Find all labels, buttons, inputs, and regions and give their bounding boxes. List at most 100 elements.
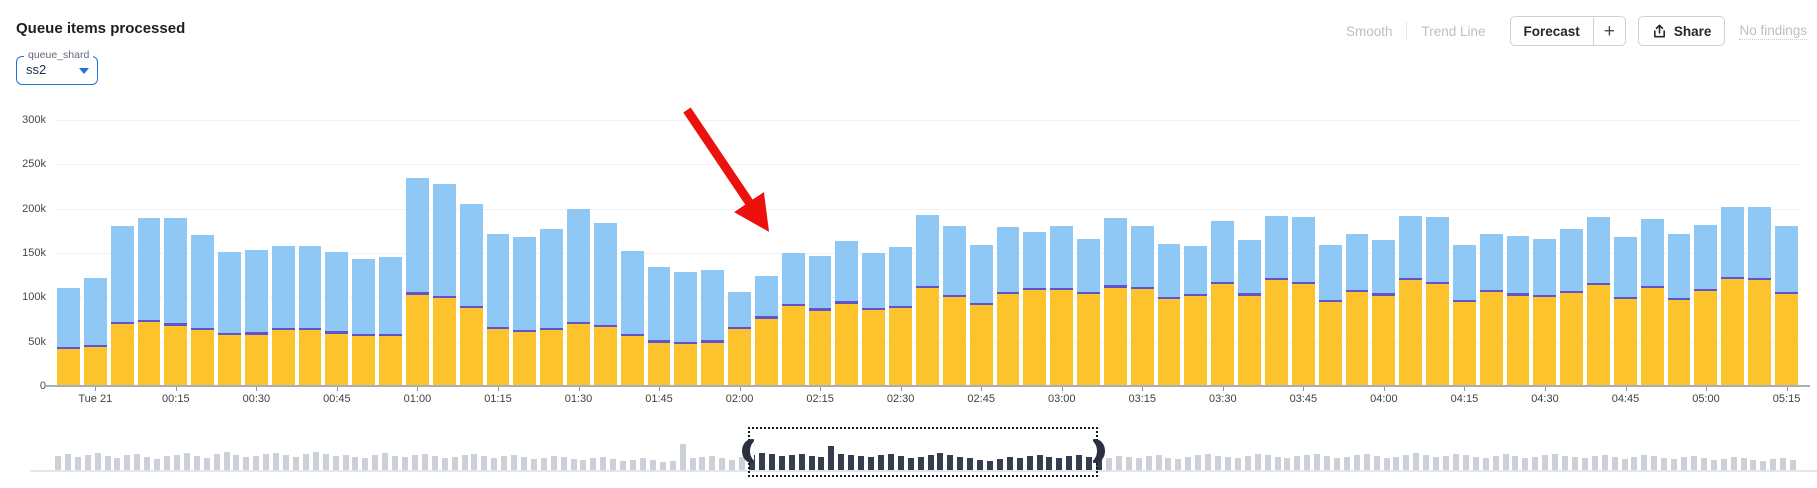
bar-01:25[interactable] [540, 229, 564, 386]
minimap-selection[interactable] [747, 427, 1099, 477]
bar-00:55[interactable] [379, 257, 402, 386]
bar-04:00[interactable] [1372, 239, 1396, 386]
bar-01:00[interactable] [405, 177, 429, 386]
bar-00:15[interactable] [164, 217, 188, 386]
bar-04:35[interactable] [1560, 229, 1584, 386]
bar-02:50[interactable] [996, 227, 1020, 386]
bar-02:45[interactable] [969, 245, 993, 386]
bar-00:40[interactable] [298, 245, 322, 386]
no-findings-status[interactable]: No findings [1739, 22, 1807, 40]
bar-01:10[interactable] [459, 204, 483, 386]
bar-00:20[interactable] [191, 235, 215, 386]
bar-02:25[interactable] [862, 253, 886, 386]
minimap-bar [1472, 457, 1479, 470]
bar-04:20[interactable] [1479, 233, 1503, 386]
bar-03:10[interactable] [1103, 217, 1127, 386]
bar-04:50[interactable] [1640, 219, 1664, 386]
minimap-left-handle[interactable] [741, 439, 754, 463]
x-tick-mark [1383, 387, 1385, 391]
bar-01:30[interactable] [567, 208, 590, 386]
bar-01:15[interactable] [486, 233, 510, 386]
minimap-bar [173, 455, 180, 470]
bar-00:10[interactable] [137, 217, 161, 386]
bar-02:30[interactable] [889, 246, 912, 386]
bar-01:50[interactable] [674, 271, 698, 386]
bar-05:00[interactable] [1694, 224, 1718, 386]
bar-02:20[interactable] [835, 241, 859, 386]
bar-05:05[interactable] [1721, 206, 1745, 386]
queue-shard-select-value: ss2 [26, 62, 47, 77]
bar-23:55[interactable] [57, 288, 80, 386]
minimap-bar [1264, 455, 1271, 470]
bar-03:00[interactable] [1050, 226, 1074, 386]
bar-02:10[interactable] [781, 253, 805, 386]
bar-03:25[interactable] [1184, 245, 1208, 386]
bar-02:00[interactable] [728, 292, 751, 386]
minimap-bar [877, 455, 884, 470]
add-button[interactable]: + [1603, 20, 1615, 42]
forecast-button[interactable]: Forecast [1523, 23, 1580, 39]
seg-blue [57, 288, 80, 347]
minimap-bar [679, 444, 686, 470]
minimap-bar [243, 457, 250, 470]
bar-01:40[interactable] [620, 251, 644, 386]
bar-00:00[interactable] [83, 277, 107, 386]
bar-03:15[interactable] [1130, 225, 1154, 386]
smooth-button[interactable]: Smooth [1345, 23, 1393, 39]
bar-04:45[interactable] [1613, 237, 1637, 386]
minimap-bar [1631, 457, 1638, 470]
bar-00:25[interactable] [218, 252, 241, 386]
seg-purple [969, 303, 993, 306]
bar-03:20[interactable] [1157, 244, 1181, 386]
minimap-bar [471, 454, 478, 470]
bar-01:20[interactable] [513, 237, 537, 386]
bar-03:40[interactable] [1264, 215, 1288, 386]
x-tick-mark [417, 387, 419, 391]
seg-yellow [137, 322, 161, 386]
x-axis-line [45, 385, 1810, 387]
bar-04:55[interactable] [1667, 233, 1691, 386]
minimap-overview[interactable] [30, 427, 1817, 479]
bar-05:15[interactable] [1775, 225, 1798, 386]
share-button[interactable]: Share [1637, 16, 1726, 46]
bar-03:35[interactable] [1238, 239, 1261, 386]
minimap-bar [263, 454, 270, 470]
bar-04:30[interactable] [1533, 238, 1557, 386]
bar-02:40[interactable] [942, 226, 966, 386]
minimap-bar [372, 455, 379, 470]
trend-line-button[interactable]: Trend Line [1421, 23, 1486, 39]
bar-00:05[interactable] [110, 226, 134, 386]
bar-03:55[interactable] [1345, 233, 1369, 386]
bar-01:45[interactable] [647, 267, 671, 386]
bar-00:30[interactable] [244, 250, 268, 386]
queue-shard-select[interactable]: queue_shard ss2 [16, 49, 98, 85]
bar-01:05[interactable] [432, 183, 456, 386]
bar-03:45[interactable] [1291, 216, 1315, 386]
minimap-bar [590, 458, 597, 470]
bar-02:35[interactable] [916, 214, 939, 386]
bar-03:50[interactable] [1318, 245, 1342, 386]
seg-blue [1667, 233, 1691, 298]
bar-01:55[interactable] [701, 269, 725, 386]
bar-05:10[interactable] [1748, 206, 1771, 386]
minimap-bar [1433, 457, 1440, 470]
seg-blue [1077, 238, 1100, 292]
bar-00:45[interactable] [325, 252, 349, 386]
bar-03:30[interactable] [1211, 221, 1235, 386]
bar-04:40[interactable] [1587, 216, 1610, 386]
minimap-bar [610, 459, 617, 470]
bar-04:15[interactable] [1452, 245, 1476, 386]
bar-01:35[interactable] [593, 222, 617, 386]
bar-04:05[interactable] [1399, 215, 1423, 386]
bar-00:50[interactable] [352, 259, 376, 386]
bar-04:10[interactable] [1426, 216, 1449, 386]
minimap-bar [134, 454, 141, 470]
chevron-down-icon [79, 68, 89, 74]
bar-04:25[interactable] [1506, 236, 1530, 386]
bar-00:35[interactable] [271, 245, 295, 386]
bar-02:15[interactable] [808, 255, 832, 386]
bar-03:05[interactable] [1077, 238, 1100, 386]
minimap-right-handle[interactable] [1092, 439, 1105, 463]
bar-02:05[interactable] [754, 276, 778, 386]
bar-02:55[interactable] [1023, 231, 1047, 386]
